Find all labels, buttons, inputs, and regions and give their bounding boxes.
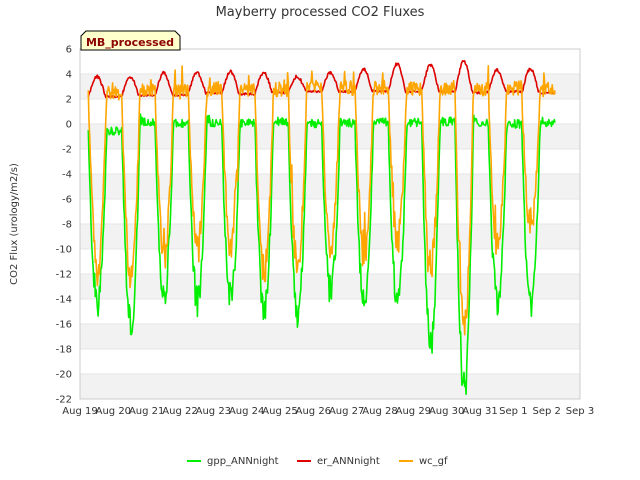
y-tick-label: -12 <box>56 270 72 281</box>
legend: gpp_ANNnight er_ANNnight wc_gf <box>187 456 448 467</box>
x-tick-label: Aug 28 <box>362 406 397 417</box>
x-tick-label: Aug 31 <box>462 406 497 417</box>
y-tick-label: 4 <box>66 70 72 81</box>
grid-band <box>80 124 580 149</box>
grid-band <box>80 174 580 199</box>
legend-label: wc_gf <box>419 456 448 467</box>
grid-band <box>80 99 580 124</box>
y-tick-label: -18 <box>56 345 72 356</box>
x-tick-label: Aug 25 <box>262 406 297 417</box>
x-tick-label: Aug 29 <box>396 406 431 417</box>
y-tick-label: -2 <box>62 145 72 156</box>
badge-box <box>80 30 181 51</box>
y-tick-label: -22 <box>56 395 72 406</box>
grid-band <box>80 74 580 99</box>
y-tick-label: -6 <box>62 195 72 206</box>
y-tick-label: -10 <box>56 245 72 256</box>
grid-band <box>80 349 580 374</box>
x-tick-label: Aug 24 <box>229 406 264 417</box>
plot-area <box>79 48 581 400</box>
y-tick-label: 6 <box>66 45 72 56</box>
y-axis-ticks: 6 4 2 0 -2 -4 -6 -8 -10 -12 -14 -16 -18 -20 -22 <box>56 45 72 406</box>
y-axis-label: CO2 Flux (urology/m2/s) <box>9 163 20 285</box>
chart-title: Mayberry processed CO2 Fluxes <box>216 5 425 20</box>
x-tick-label: Sep 3 <box>566 406 594 417</box>
series-lines <box>87 60 556 395</box>
x-tick-label: Sep 2 <box>532 406 560 417</box>
x-tick-label: Aug 27 <box>329 406 364 417</box>
y-tick-label: 0 <box>66 120 72 131</box>
legend-label: gpp_ANNnight <box>207 456 279 467</box>
series-line-gpp_ANNnight <box>87 113 556 395</box>
grid-band <box>80 374 580 399</box>
y-tick-label: -8 <box>62 220 72 231</box>
grid-band <box>80 224 580 249</box>
x-tick-label: Aug 22 <box>162 406 197 417</box>
y-tick-label: -4 <box>62 170 72 181</box>
grid-band <box>80 324 580 349</box>
x-tick-label: Aug 21 <box>129 406 164 417</box>
y-tick-label: -14 <box>56 295 72 306</box>
y-tick-label: -20 <box>56 370 72 381</box>
badge: MB_processed <box>80 30 181 51</box>
x-tick-label: Aug 23 <box>196 406 231 417</box>
grid-band <box>80 199 580 224</box>
x-tick-label: Aug 30 <box>429 406 464 417</box>
series-line-wc_gf <box>87 65 556 336</box>
badge-label: MB_processed <box>86 36 174 49</box>
grid-band <box>80 49 580 74</box>
y-tick-label: -16 <box>56 320 72 331</box>
x-tick-label: Aug 26 <box>296 406 331 417</box>
x-tick-label: Sep 1 <box>499 406 527 417</box>
x-tick-label: Aug 19 <box>62 406 97 417</box>
y-tick-label: 2 <box>66 95 72 106</box>
legend-label: er_ANNnight <box>317 456 380 467</box>
grid-band <box>80 299 580 324</box>
x-tick-label: Aug 20 <box>96 406 131 417</box>
grid-band <box>80 149 580 174</box>
